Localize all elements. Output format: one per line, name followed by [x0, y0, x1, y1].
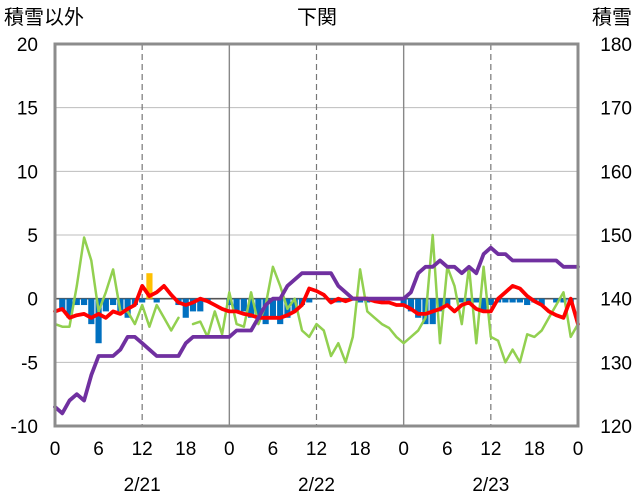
bar — [66, 298, 73, 318]
date-label: 2/23 — [472, 475, 509, 496]
right-tick-label: 160 — [600, 162, 632, 183]
series-line — [53, 284, 580, 326]
right-tick-label: 170 — [600, 99, 632, 120]
x-tick-label: 6 — [93, 439, 104, 460]
bar — [509, 298, 516, 303]
x-tick-label: 12 — [306, 439, 327, 460]
bar — [277, 298, 284, 325]
bar — [248, 298, 255, 318]
x-tick-label: 18 — [350, 439, 371, 460]
bar — [139, 298, 146, 303]
bar — [502, 298, 509, 303]
left-tick-label: 0 — [27, 290, 38, 311]
left-tick-label: -5 — [21, 353, 38, 374]
plot-area — [55, 43, 578, 427]
x-tick-label: 6 — [442, 439, 453, 460]
x-tick-label: 0 — [50, 439, 61, 460]
bar — [269, 298, 277, 318]
left-tick-label: 20 — [17, 35, 38, 56]
bar — [516, 298, 523, 303]
x-tick-label: 0 — [224, 439, 235, 460]
bar — [444, 298, 451, 306]
lines-layer — [53, 233, 580, 416]
bar — [487, 298, 494, 306]
series-line — [53, 245, 580, 416]
bar — [95, 298, 102, 344]
date-label: 2/22 — [298, 475, 335, 496]
left-tick-label: -10 — [11, 417, 38, 438]
bar — [473, 298, 480, 303]
plot-border — [53, 42, 580, 428]
bar — [436, 298, 444, 312]
bar — [146, 273, 153, 299]
bar — [560, 298, 567, 303]
bar — [80, 298, 88, 306]
bar — [400, 298, 407, 306]
bar — [415, 298, 422, 318]
left-axis-label: 積雪以外 — [4, 6, 84, 29]
right-tick-label: 150 — [600, 226, 632, 247]
bar — [110, 298, 117, 306]
bar — [102, 298, 109, 312]
bar — [233, 298, 240, 312]
bar — [182, 298, 189, 318]
bar — [189, 298, 197, 312]
bar — [88, 298, 95, 325]
x-tick-label: 12 — [132, 439, 153, 460]
frame-layer — [53, 42, 580, 428]
date-label: 2/21 — [124, 475, 161, 496]
right-tick-label: 120 — [600, 417, 632, 438]
bar — [240, 298, 247, 312]
bar — [553, 298, 560, 303]
x-tick-label: 0 — [573, 439, 584, 460]
right-tick-label: 130 — [600, 353, 632, 374]
left-tick-label: 5 — [27, 226, 38, 247]
bar — [262, 298, 269, 325]
bar — [465, 298, 473, 303]
x-tick-label: 0 — [398, 439, 409, 460]
bar — [59, 298, 66, 312]
bar — [255, 298, 262, 318]
bar — [538, 298, 545, 306]
chart-title: 下関 — [297, 7, 337, 29]
bar — [407, 298, 415, 312]
left-tick-label: 15 — [17, 99, 38, 120]
x-tick-label: 12 — [480, 439, 501, 460]
x-tick-label: 6 — [268, 439, 279, 460]
x-tick-label: 18 — [175, 439, 196, 460]
bar — [73, 298, 80, 306]
bar — [306, 298, 313, 303]
right-tick-label: 140 — [600, 290, 632, 311]
bar — [226, 298, 233, 306]
x-tick-label: 18 — [524, 439, 545, 460]
bar — [480, 298, 487, 312]
bar — [524, 298, 531, 306]
right-axis-label: 積雪 — [592, 6, 632, 29]
bar — [197, 298, 204, 312]
bar — [153, 298, 160, 303]
bar — [291, 298, 298, 312]
left-tick-label: 10 — [17, 162, 38, 183]
right-tick-label: 180 — [600, 35, 632, 56]
bar — [458, 298, 465, 303]
